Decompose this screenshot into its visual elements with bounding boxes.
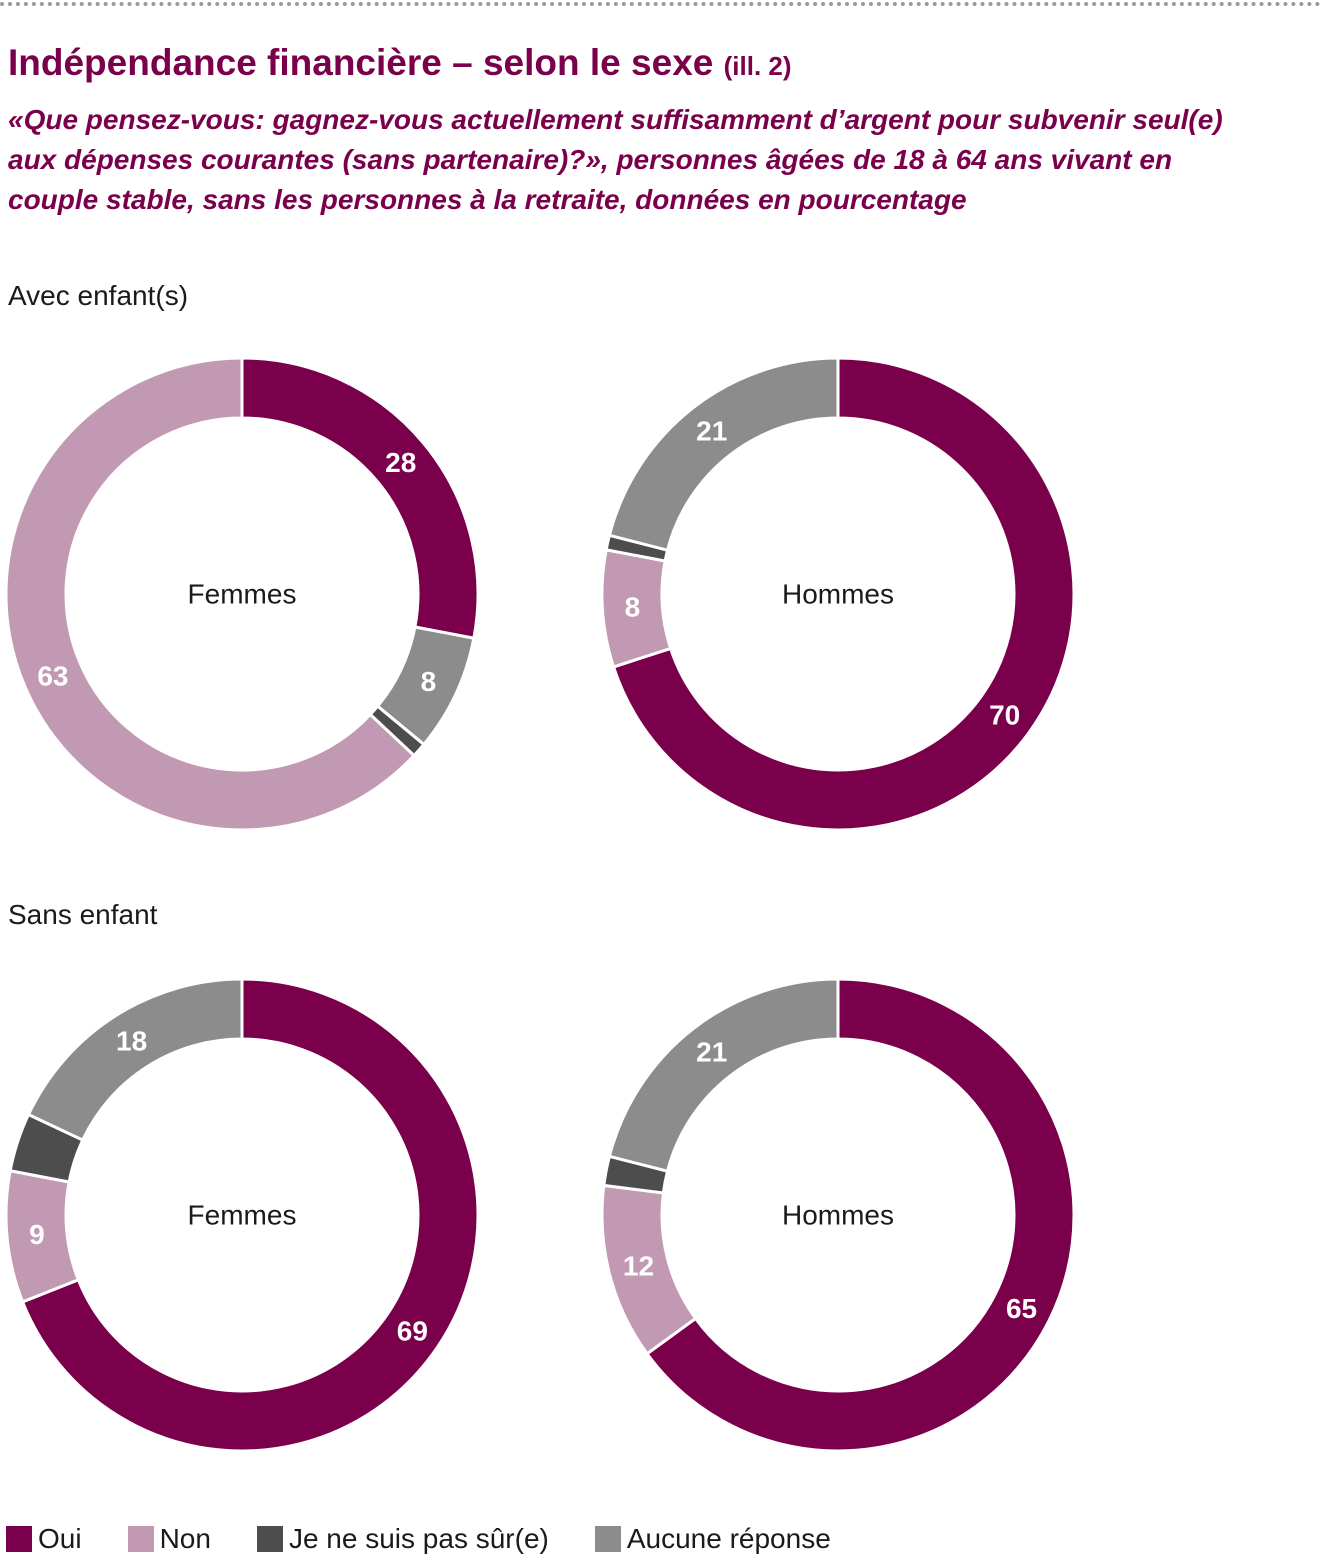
slice-oui — [20, 977, 480, 1453]
data-label-non: 8 — [625, 591, 641, 622]
center-label: Hommes — [782, 1200, 894, 1231]
legend-item-non: Non — [127, 1523, 211, 1555]
donut-chart-sans-enfant-hommes: 65 12 21 Hommes — [600, 977, 1076, 1453]
data-label-non: 63 — [37, 660, 68, 691]
data-label-oui: 70 — [989, 700, 1020, 731]
legend-swatch-pas-sur — [256, 1526, 283, 1552]
data-label-oui: 28 — [385, 447, 416, 478]
donut-chart-sans-enfant-femmes: 69 9 18 Femmes — [4, 977, 480, 1453]
title-suffix: (ill. 2) — [723, 51, 792, 81]
chart-subtitle: «Que pensez-vous: gagnez-vous actuelleme… — [8, 104, 1223, 215]
title-text: Indépendance financière – selon le sexe — [8, 42, 714, 83]
slice-non — [4, 356, 417, 832]
center-label: Femmes — [188, 579, 297, 610]
chart-title: Indépendance financière – selon le sexe … — [8, 42, 792, 84]
legend: Oui Non Je ne suis pas sûr(e) Aucune rép… — [6, 1522, 1306, 1556]
slice-aucune-reponse — [607, 977, 840, 1174]
legend-label-pas-sur: Je ne suis pas sûr(e) — [288, 1523, 549, 1554]
legend-item-oui: Oui — [6, 1523, 82, 1555]
data-label-aucune-reponse: 21 — [696, 416, 727, 447]
slice-aucune-reponse — [26, 977, 244, 1143]
donut-chart-avec-enfants-femmes: 28 8 63 Femmes — [4, 356, 480, 832]
legend-label-aucune-reponse: Aucune réponse — [626, 1523, 831, 1554]
data-label-non: 12 — [623, 1251, 654, 1282]
center-label: Femmes — [188, 1200, 297, 1231]
data-label-non: 9 — [29, 1219, 45, 1250]
slice-oui — [611, 356, 1076, 832]
legend-swatch-oui — [6, 1526, 32, 1552]
donut-chart-avec-enfants-hommes: 70 8 21 Hommes — [600, 356, 1076, 832]
data-label-oui: 65 — [1006, 1293, 1037, 1324]
legend-item-aucune-reponse: Aucune réponse — [594, 1523, 831, 1555]
legend-label-oui: Oui — [38, 1523, 82, 1554]
legend-swatch-non — [127, 1526, 154, 1552]
legend-swatch-aucune-reponse — [594, 1526, 621, 1552]
top-dotted-rule — [0, 2, 1321, 6]
slice-aucune-reponse — [607, 356, 840, 553]
section-label-sans-enfant: Sans enfant — [8, 899, 158, 930]
data-label-aucune-reponse: 21 — [696, 1037, 727, 1068]
data-label-oui: 69 — [397, 1315, 428, 1346]
section-label-avec-enfants: Avec enfant(s) — [8, 280, 189, 311]
center-label: Hommes — [782, 579, 894, 610]
data-label-aucune-reponse: 8 — [421, 666, 437, 697]
legend-item-pas-sur: Je ne suis pas sûr(e) — [256, 1523, 549, 1555]
data-label-aucune-reponse: 18 — [116, 1026, 147, 1057]
slice-oui — [644, 977, 1076, 1453]
legend-label-non: Non — [159, 1523, 211, 1554]
